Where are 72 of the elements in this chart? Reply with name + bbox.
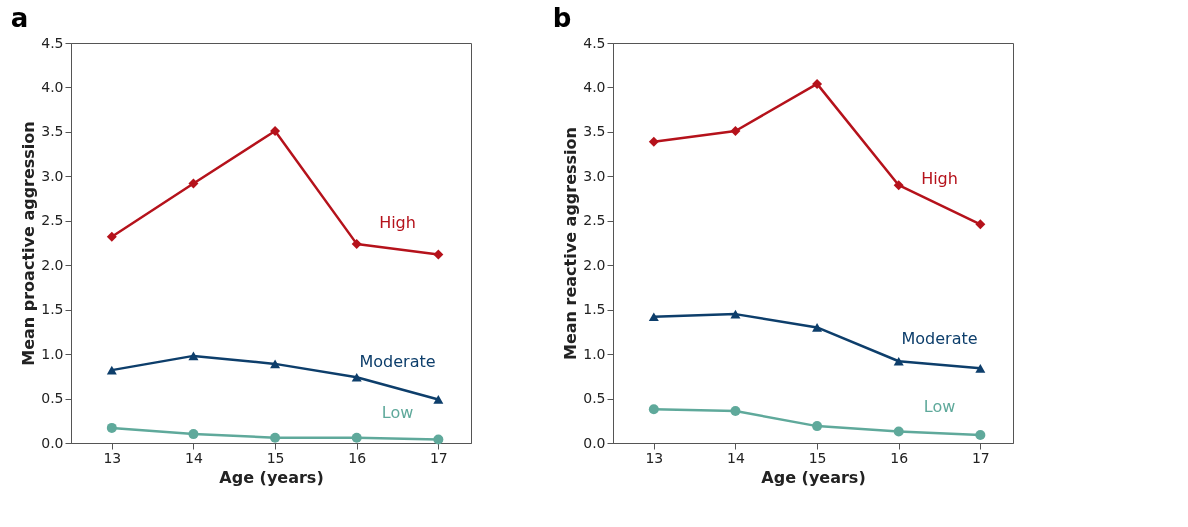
point [975, 219, 986, 230]
y-tick-label: 2.0 [41, 256, 64, 273]
x-tick-label: 17 [971, 449, 990, 466]
x-tick-label: 15 [808, 449, 827, 466]
point [351, 238, 362, 249]
point [730, 406, 741, 416]
point [812, 421, 823, 432]
y-axis-title: Mean reactive aggression [561, 127, 581, 360]
point [975, 430, 986, 440]
x-tick-label: 15 [266, 449, 285, 466]
point [106, 365, 117, 375]
y-tick-label: 1.0 [583, 345, 606, 362]
point [975, 364, 986, 373]
point [893, 356, 904, 366]
point [648, 404, 659, 415]
y-tick-label: 0.5 [41, 390, 64, 407]
series-label: High [379, 213, 416, 233]
point [433, 395, 444, 404]
x-tick-label: 14 [727, 449, 745, 466]
series-label: High [921, 168, 958, 188]
point [812, 78, 823, 89]
series-label: Low [923, 397, 956, 417]
y-tick-label: 4.0 [41, 78, 64, 95]
y-tick-label: 1.0 [41, 345, 64, 362]
point [893, 180, 904, 191]
y-tick-label: 2.5 [583, 212, 606, 229]
point [106, 422, 117, 433]
y-tick-label: 2.0 [583, 256, 606, 273]
x-axis-title: Age (years) [761, 467, 866, 487]
x-tick-label: 17 [429, 449, 448, 466]
point [812, 323, 823, 332]
y-tick-label: 0.5 [583, 390, 606, 407]
x-tick-label: 16 [890, 449, 909, 466]
point [188, 429, 199, 440]
x-tick-label: 13 [103, 449, 122, 466]
point [351, 432, 362, 443]
y-tick-label: 4.5 [583, 34, 606, 51]
series-label: Moderate [901, 328, 978, 348]
y-tick-label: 1.5 [41, 301, 64, 318]
point [188, 178, 199, 189]
x-tick-label: 13 [645, 449, 664, 466]
series-label: Low [381, 402, 414, 422]
point [106, 231, 117, 242]
y-tick-label: 0.0 [41, 434, 64, 451]
y-tick-label: 2.5 [41, 212, 64, 229]
x-tick-label: 16 [348, 449, 367, 466]
y-tick-label: 0.0 [583, 434, 606, 451]
point [270, 126, 281, 136]
y-tick-label: 1.5 [583, 301, 606, 318]
point [188, 351, 199, 361]
point [270, 432, 281, 443]
series-label: Moderate [359, 352, 436, 372]
point [351, 372, 362, 382]
y-tick-label: 3.0 [41, 167, 64, 184]
y-tick-label: 3.5 [583, 123, 606, 140]
point [893, 426, 904, 437]
chart-title: b [552, 3, 572, 33]
y-tick-label: 4.0 [583, 78, 606, 95]
point [648, 312, 659, 322]
point [730, 309, 741, 319]
x-axis-title: Age (years) [219, 467, 324, 487]
y-tick-label: 3.0 [583, 167, 606, 184]
chart-title: a [10, 3, 29, 33]
y-tick-label: 3.5 [41, 123, 64, 140]
point [270, 359, 281, 369]
y-axis-title: Mean proactive aggression [19, 121, 39, 366]
point [648, 136, 659, 147]
point [730, 126, 741, 136]
x-tick-label: 14 [185, 449, 203, 466]
point [433, 434, 444, 445]
point [433, 249, 444, 260]
y-tick-label: 4.5 [41, 34, 64, 51]
